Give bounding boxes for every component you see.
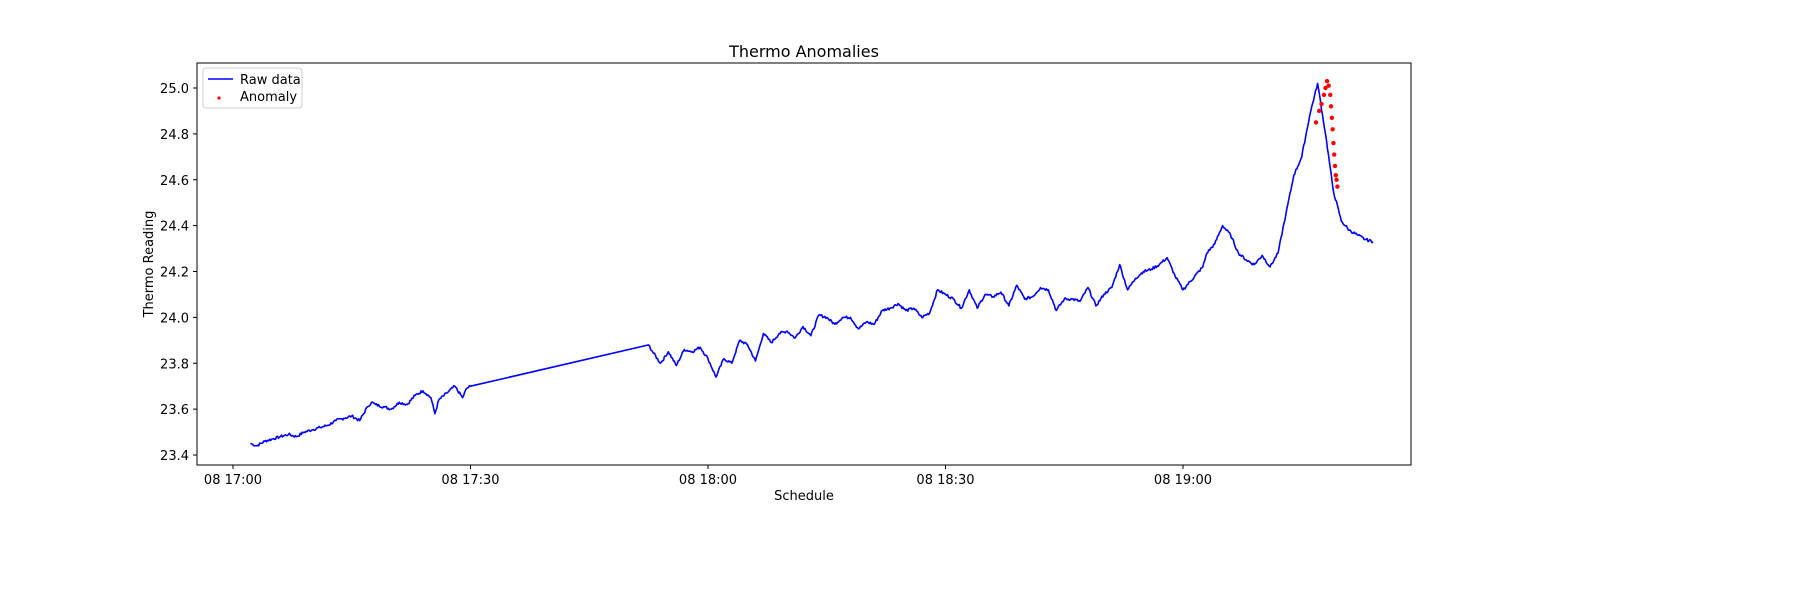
- x-tick-label: 08 17:30: [441, 473, 499, 488]
- anomaly-point: [1313, 120, 1319, 125]
- legend: Raw data Anomaly: [202, 67, 303, 109]
- anomaly-point: [1333, 172, 1338, 178]
- anomaly-point: [1328, 92, 1333, 98]
- y-tick-label: 23.6: [160, 403, 189, 418]
- x-axis: 08 17:00 08 17:30 08 18:00 08 18:30 08 19:00: [204, 465, 1212, 488]
- y-tick-label: 24.6: [160, 174, 189, 189]
- anomaly-point: [1323, 85, 1328, 91]
- y-tick-label: 23.8: [160, 357, 189, 372]
- x-tick-label: 08 17:00: [204, 473, 262, 488]
- x-tick-label: 08 18:00: [679, 473, 737, 488]
- y-tick-label: 24.2: [160, 266, 189, 281]
- legend-label-raw: Raw data: [240, 73, 301, 88]
- anomaly-point: [1319, 101, 1324, 107]
- y-tick-label: 23.4: [160, 449, 189, 464]
- y-tick-label: 24.4: [160, 220, 189, 235]
- chart-title: Thermo Anomalies: [728, 42, 879, 61]
- anomaly-point: [1330, 127, 1335, 132]
- y-tick-label: 25.0: [160, 82, 189, 97]
- y-axis: 23.4 23.6 23.8 24.0 24.2 24.4 24.6 24.8 25.0: [160, 82, 197, 464]
- anomaly-point: [1332, 152, 1337, 157]
- anomaly-point: [1335, 184, 1340, 189]
- legend-label-anomaly: Anomaly: [240, 90, 297, 105]
- x-tick-label: 08 19:00: [1154, 473, 1212, 488]
- legend-box: [202, 67, 303, 109]
- anomaly-point: [1328, 104, 1334, 109]
- anomaly-point: [1334, 177, 1339, 182]
- x-tick-label: 08 18:30: [916, 473, 974, 488]
- y-tick-label: 24.8: [160, 128, 189, 143]
- anomaly-point: [1324, 78, 1330, 84]
- anomaly-point: [1329, 115, 1335, 121]
- anomaly-point: [1316, 108, 1322, 114]
- anomaly-point: [1332, 163, 1338, 169]
- axes-frame: [196, 62, 1412, 466]
- anomaly-point: [1321, 92, 1327, 98]
- x-axis-label: Schedule: [774, 489, 834, 504]
- y-axis-label: Thermo Reading: [142, 211, 157, 319]
- anomaly-point: [1326, 83, 1331, 88]
- raw-data-line: [250, 82, 1374, 447]
- anomaly-point: [1331, 140, 1336, 146]
- y-tick-label: 24.0: [160, 311, 189, 326]
- legend-dot-icon: [217, 96, 221, 100]
- plot-area: [250, 78, 1374, 447]
